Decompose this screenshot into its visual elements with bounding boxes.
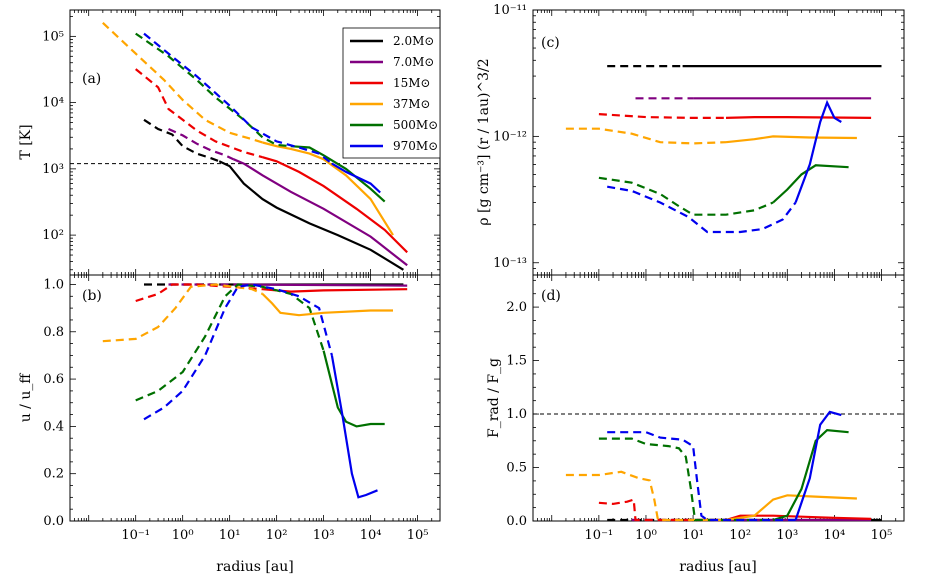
panel-a: 10² 10³ 10⁴ 10⁵ (a) T [K] 2.0M⊙ 7.0M⊙ 15M⊙ …	[18, 9, 441, 276]
series-line-solid	[794, 99, 842, 203]
panel-b-xlabel: radius [au]	[216, 559, 293, 575]
x-tick-label: 10³	[776, 528, 798, 543]
series-line-dashed	[565, 470, 726, 522]
x-tick-label: 10⁴	[824, 528, 846, 543]
panel-a-ylabel: T [K]	[18, 124, 34, 159]
series-line-solid	[725, 494, 857, 522]
series-line-solid	[261, 293, 393, 317]
legend-label-500: 500M⊙	[393, 118, 438, 132]
x-tick-label: 10²	[729, 528, 751, 543]
y-tick-label: 0.5	[506, 461, 527, 476]
series-line-dashed	[135, 68, 263, 159]
series-line-dashed	[143, 32, 333, 165]
series-line-solid	[233, 283, 408, 287]
y-tick-label: 0.8	[43, 325, 64, 340]
y-tick-label: 10⁻¹²	[493, 129, 527, 144]
series-line-dashed	[102, 283, 263, 343]
y-tick-label: 1.0	[43, 277, 64, 292]
series-line-dashed	[135, 32, 291, 148]
legend-label-970: 970M⊙	[393, 139, 438, 153]
y-tick-label: 0.0	[43, 514, 64, 529]
series-line-dashed	[598, 498, 726, 522]
x-tick-label: 10⁰	[172, 528, 194, 543]
legend-label-2: 2.0M⊙	[393, 34, 434, 48]
x-tick-label: 10²	[266, 528, 288, 543]
y-tick-label: 1.0	[506, 407, 527, 422]
series-line-solid	[725, 135, 857, 144]
series-line-dashed	[598, 113, 726, 119]
x-tick-label: 10¹	[219, 528, 241, 543]
series-line-dashed	[168, 127, 234, 161]
panel-d-label: (d)	[541, 288, 561, 304]
legend-label-7: 7.0M⊙	[393, 55, 434, 69]
panel-c-plot: 10⁻¹³ 10⁻¹² 10⁻¹¹	[493, 3, 905, 276]
legend: 2.0M⊙ 7.0M⊙ 15M⊙ 37M⊙ 500M⊙ 970M⊙	[342, 27, 441, 159]
panel-b-plot: 10⁻¹ 10⁰ 10¹ 10² 10³ 10⁴ 10⁵ 0.0 0.2 0.4 0.6 0.8 1.0	[43, 275, 441, 543]
legend-label-37: 37M⊙	[393, 97, 431, 111]
panel-d-plot: 10⁻¹ 10⁰ 10¹ 10² 10³ 10⁴ 10⁵ 0.0 0.5 1.0 1.5 2.0	[506, 275, 905, 543]
x-tick-label: 10³	[313, 528, 335, 543]
series-line-solid	[772, 428, 849, 522]
series-line-solid	[262, 141, 394, 236]
panel-a-label: (a)	[82, 71, 101, 87]
series-line-solid	[262, 156, 408, 254]
series-line-dashed	[607, 431, 796, 522]
panel-d-xlabel: radius [au]	[679, 559, 756, 575]
panel-b: 10⁻¹ 10⁰ 10¹ 10² 10³ 10⁴ 10⁵ 0.0 0.2 0.4 0.6 0.8 1.0…	[18, 274, 441, 575]
x-tick-label: 10¹	[682, 528, 704, 543]
panel-c-label: (c)	[541, 35, 560, 51]
panel-d-ylabel: F_rad / F_g	[486, 358, 502, 438]
series-line-solid	[725, 116, 872, 119]
series-line-solid	[322, 350, 385, 428]
series-line-solid	[331, 162, 381, 194]
panel-b-ylabel: u / u_ff	[18, 373, 34, 423]
series-line-dashed	[135, 283, 263, 303]
series-line-dashed	[143, 118, 220, 163]
panel-c-ylabel: ρ [g cm⁻³] (r / 1au)^3/2	[476, 58, 492, 225]
series-line-dashed	[565, 127, 727, 145]
legend-label-15: 15M⊙	[393, 76, 431, 90]
panel-c: 10⁻¹³ 10⁻¹² 10⁻¹¹ (c) ρ [g cm⁻³] (r / 1au)…	[476, 3, 905, 276]
panel-d-frame	[532, 274, 905, 522]
x-tick-label: 10⁻¹	[121, 528, 150, 543]
series-line-solid	[330, 355, 378, 499]
x-tick-label: 10⁵	[407, 528, 429, 543]
panel-b-frame	[69, 274, 441, 522]
y-tick-label: 1.5	[506, 354, 527, 369]
series-line-dashed	[598, 437, 774, 522]
y-tick-label: 10²	[42, 228, 64, 243]
panel-b-label: (b)	[82, 288, 102, 304]
y-tick-label: 10⁵	[42, 29, 64, 44]
x-tick-label: 10⁵	[871, 528, 893, 543]
legend-box	[342, 27, 441, 159]
series-line-solid	[290, 145, 386, 203]
series-line-solid	[232, 158, 408, 267]
panel-a-plot: 10² 10³ 10⁴ 10⁵	[42, 10, 441, 275]
series-line-dashed	[135, 283, 325, 402]
panel-c-frame	[532, 9, 905, 276]
series-line-solid	[772, 164, 849, 204]
series-line-dashed	[598, 176, 774, 216]
y-tick-label: 10³	[42, 162, 64, 177]
y-tick-label: 2.0	[506, 300, 527, 315]
series-line-solid	[794, 410, 842, 521]
y-tick-label: 0.6	[43, 372, 64, 387]
series-line-dashed	[607, 185, 797, 234]
x-tick-label: 10⁰	[635, 528, 657, 543]
y-tick-label: 0.2	[43, 467, 64, 482]
series-line-dashed	[143, 283, 333, 421]
series-line-dashed	[102, 21, 263, 144]
panel-d: 10⁻¹ 10⁰ 10¹ 10² 10³ 10⁴ 10⁵ 0.0 0.5 1.0 1.5 2.0 (d…	[486, 274, 905, 575]
y-tick-label: 10⁴	[42, 96, 64, 111]
y-tick-label: 10⁻¹¹	[493, 3, 527, 18]
y-tick-label: 0.4	[43, 419, 64, 434]
series-line-solid	[218, 160, 404, 271]
x-tick-label: 10⁻¹	[585, 528, 614, 543]
y-tick-label: 10⁻¹³	[493, 256, 527, 271]
x-tick-label: 10⁴	[360, 528, 382, 543]
y-tick-label: 0.0	[506, 514, 527, 529]
